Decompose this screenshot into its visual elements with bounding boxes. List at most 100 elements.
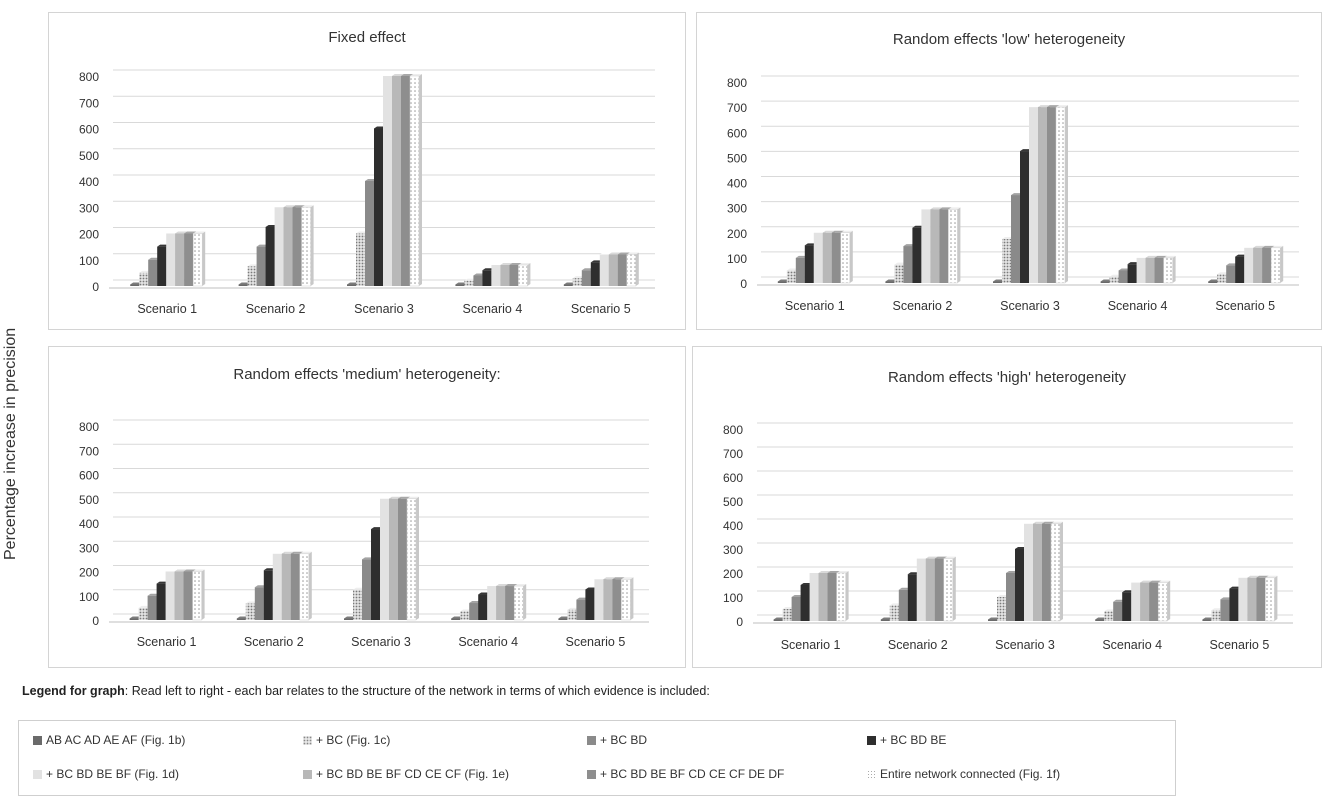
- y-tick-label: 600: [723, 471, 743, 485]
- legend-label: + BC BD BE: [880, 733, 947, 747]
- bar: [1265, 575, 1278, 622]
- x-tick-label: Scenario 5: [571, 302, 631, 316]
- legend-item: + BC BD BE BF (Fig. 1d): [33, 767, 179, 781]
- y-tick-label: 0: [740, 277, 747, 291]
- y-tick-label: 300: [723, 543, 743, 557]
- x-tick-label: Scenario 1: [137, 302, 197, 316]
- legend-label: Entire network connected (Fig. 1f): [880, 767, 1061, 781]
- legend-note-text: : Read left to right - each bar relates …: [124, 684, 710, 698]
- legend-label: + BC BD BE BF CD CE CF DE DF: [600, 767, 785, 781]
- bar: [192, 569, 205, 621]
- x-tick-label: Scenario 2: [244, 635, 304, 649]
- legend-item: + BC (Fig. 1c): [303, 733, 390, 747]
- y-tick-label: 200: [79, 566, 99, 580]
- y-tick-label: 100: [723, 591, 743, 605]
- legend-label: + BC BD: [600, 733, 648, 747]
- y-tick-label: 300: [79, 201, 99, 215]
- y-tick-label: 0: [92, 614, 99, 628]
- y-tick-label: 0: [736, 615, 743, 629]
- chart-legend: AB AC AD AE AF (Fig. 1b) + BC (Fig. 1c) …: [18, 720, 1176, 796]
- y-tick-label: 800: [727, 76, 747, 90]
- y-tick-label: 300: [727, 202, 747, 216]
- legend-swatch: [33, 769, 42, 779]
- bar: [513, 584, 527, 621]
- bar: [1270, 245, 1284, 284]
- y-axis-label-text: Percentage increase in precision: [2, 327, 19, 560]
- legend-note: Legend for graph: Read left to right - e…: [22, 684, 710, 698]
- x-tick-label: Scenario 4: [463, 302, 523, 316]
- bar: [301, 205, 314, 287]
- x-tick-label: Scenario 5: [1215, 299, 1275, 313]
- legend-label: + BC BD BE BF CD CE CF (Fig. 1e): [316, 767, 510, 781]
- legend-label: + BC BD BE BF (Fig. 1d): [46, 767, 180, 781]
- legend-swatch: [867, 769, 876, 779]
- x-tick-label: Scenario 1: [137, 635, 197, 649]
- bar-chart: Random effects 'high' heterogeneity 0 100 2…: [723, 369, 1293, 652]
- y-axis-label: Percentage increase in precision: [2, 328, 22, 560]
- bar: [1050, 521, 1063, 622]
- x-tick-label: Scenario 3: [1000, 299, 1060, 313]
- legend-swatch: [587, 735, 596, 745]
- y-tick-label: 500: [727, 151, 747, 165]
- y-tick-label: 400: [79, 175, 99, 189]
- y-tick-label: 100: [727, 252, 747, 266]
- bar: [948, 207, 961, 284]
- legend-swatch: [303, 769, 312, 779]
- bar: [1157, 580, 1171, 622]
- y-tick-label: 800: [79, 420, 99, 434]
- bar: [836, 571, 849, 622]
- x-tick-label: Scenario 2: [893, 299, 953, 313]
- y-tick-label: 400: [723, 519, 743, 533]
- y-tick-label: 300: [79, 541, 99, 555]
- bar: [299, 551, 312, 621]
- legend-item: + BC BD BE BF CD CE CF DE DF: [587, 767, 784, 781]
- legend-swatch: [587, 769, 596, 779]
- y-tick-label: 200: [727, 227, 747, 241]
- x-tick-label: Scenario 1: [781, 638, 841, 652]
- bar: [621, 577, 634, 621]
- y-tick-label: 700: [727, 101, 747, 115]
- y-tick-label: 400: [727, 177, 747, 191]
- x-tick-label: Scenario 5: [1210, 638, 1270, 652]
- y-tick-label: 500: [79, 493, 99, 507]
- chart-panel-high-heterogeneity: Random effects 'high' heterogeneity 0 100 2…: [692, 346, 1322, 668]
- bar: [626, 252, 639, 287]
- legend-swatch: [303, 735, 312, 745]
- y-tick-label: 500: [79, 149, 99, 163]
- y-tick-label: 200: [79, 228, 99, 242]
- bar: [1163, 255, 1176, 284]
- bar-chart: Random effects 'medium' heterogeneity: 0 1…: [79, 366, 649, 649]
- x-tick-label: Scenario 4: [1102, 638, 1162, 652]
- y-tick-label: 200: [723, 567, 743, 581]
- chart-title: Random effects 'high' heterogeneity: [888, 369, 1127, 386]
- y-tick-label: 700: [79, 96, 99, 110]
- x-tick-label: Scenario 1: [785, 299, 845, 313]
- x-tick-label: Scenario 3: [351, 635, 411, 649]
- legend-label: + BC (Fig. 1c): [316, 733, 391, 747]
- chart-panel-low-heterogeneity: Random effects 'low' heterogeneity 0 100 20…: [696, 12, 1322, 330]
- chart-panel-medium-heterogeneity: Random effects 'medium' heterogeneity: 0 1…: [48, 346, 686, 668]
- bar: [518, 263, 531, 287]
- chart-title: Fixed effect: [328, 29, 406, 46]
- bar-chart: Fixed effect 0 100 200 300 400 500 600 700 800 Sce…: [79, 29, 655, 316]
- y-tick-label: 0: [92, 280, 99, 294]
- x-tick-label: Scenario 5: [566, 635, 626, 649]
- legend-item: + BC BD BE: [867, 733, 946, 747]
- bar: [406, 496, 419, 621]
- legend-note-bold: Legend for graph: [22, 684, 125, 698]
- chart-panel-fixed-effect: Fixed effect 0 100 200 300 400 500 600 700 800 Sce…: [48, 12, 686, 330]
- legend-item: + BC BD BE BF CD CE CF (Fig. 1e): [303, 767, 509, 781]
- y-tick-label: 800: [79, 70, 99, 84]
- x-tick-label: Scenario 2: [888, 638, 948, 652]
- y-tick-label: 600: [79, 123, 99, 137]
- bar: [1055, 105, 1068, 284]
- chart-title: Random effects 'low' heterogeneity: [893, 31, 1126, 48]
- y-tick-label: 700: [79, 444, 99, 458]
- y-tick-label: 100: [79, 590, 99, 604]
- x-tick-label: Scenario 3: [354, 302, 414, 316]
- legend-item: AB AC AD AE AF (Fig. 1b): [33, 733, 185, 747]
- y-tick-label: 600: [727, 126, 747, 140]
- x-tick-label: Scenario 2: [246, 302, 306, 316]
- y-tick-label: 500: [723, 495, 743, 509]
- legend-item: + BC BD: [587, 733, 647, 747]
